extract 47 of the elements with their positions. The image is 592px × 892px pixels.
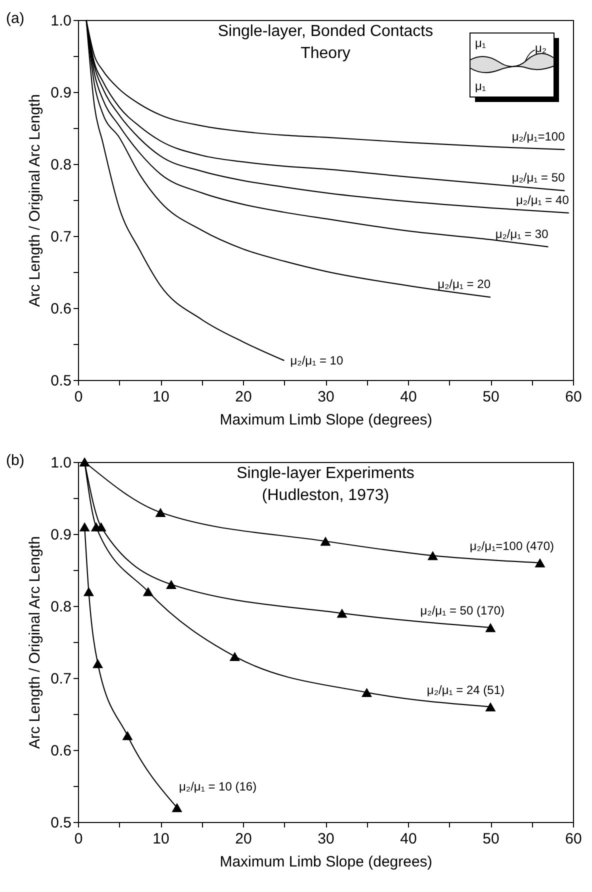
y-tick-label: 0.7 [50, 670, 72, 688]
x-tick-label: 20 [235, 830, 252, 848]
y-tick-label: 0.8 [50, 156, 72, 174]
text: Single-layer Experiments (Hudleston, 1973) [236, 465, 414, 504]
x-axis-title: Maximum Limb Slope (degrees) [220, 412, 432, 428]
annotation: μ₂ [535, 41, 547, 55]
x-tick-label: 10 [152, 830, 170, 848]
x-tick-label: 10 [152, 388, 170, 406]
series-label: μ₂/μ₁ = 10 (16) [179, 780, 257, 794]
y-axis-title: Arc Length / Original Arc Length [26, 536, 44, 749]
x-tick-label: 0 [74, 830, 83, 848]
y-tick-label: 0.7 [50, 228, 72, 246]
series-label: μ₂/μ₁=100 [512, 130, 566, 144]
x-tick-label: 40 [400, 388, 417, 406]
y-tick-label: 0.6 [50, 742, 72, 760]
series-label: μ₂/μ₁ = 50 (170) [420, 604, 504, 618]
x-tick-label: 60 [565, 388, 582, 406]
x-axis-title: Maximum Limb Slope (degrees) [220, 854, 432, 870]
x-tick-label: 50 [482, 388, 500, 406]
text: Single-layer, Bonded Contacts Theory [218, 23, 434, 62]
x-tick-label: 30 [318, 388, 334, 406]
x-tick-label: 20 [235, 388, 252, 406]
x-tick-label: 30 [318, 830, 334, 848]
y-tick-label: 0.9 [50, 84, 72, 102]
y-axis-title: Arc Length / Original Arc Length [26, 94, 44, 307]
text: (a) [6, 10, 24, 27]
series-label: μ₂/μ₁ = 24 (51) [426, 682, 504, 697]
y-tick-label: 0.5 [50, 372, 72, 390]
y-tick-label: 0.5 [50, 814, 72, 832]
y-tick-label: 0.6 [50, 300, 72, 318]
text: (b) [6, 452, 24, 469]
y-tick-label: 0.8 [50, 598, 72, 616]
x-tick-label: 40 [400, 830, 417, 848]
annotation: μ₁ [475, 36, 486, 50]
x-tick-label: 50 [482, 830, 500, 848]
y-tick-label: 1.0 [50, 12, 72, 30]
series-label: μ₂/μ₁ = 10 [290, 354, 344, 368]
series-label: μ₂/μ₁ = 50 [512, 170, 566, 185]
series-label: μ₂/μ₁=100 (470) [470, 538, 554, 553]
series-label: μ₂/μ₁ = 30 [495, 226, 549, 241]
y-tick-label: 1.0 [50, 454, 72, 472]
x-tick-label: 0 [74, 388, 83, 406]
series-label: μ₂/μ₁ = 20 [438, 277, 491, 292]
annotation: μ₁ [475, 79, 486, 93]
x-tick-label: 60 [565, 830, 582, 848]
series-label: μ₂/μ₁ = 40 [516, 192, 570, 207]
y-tick-label: 0.9 [50, 526, 72, 544]
